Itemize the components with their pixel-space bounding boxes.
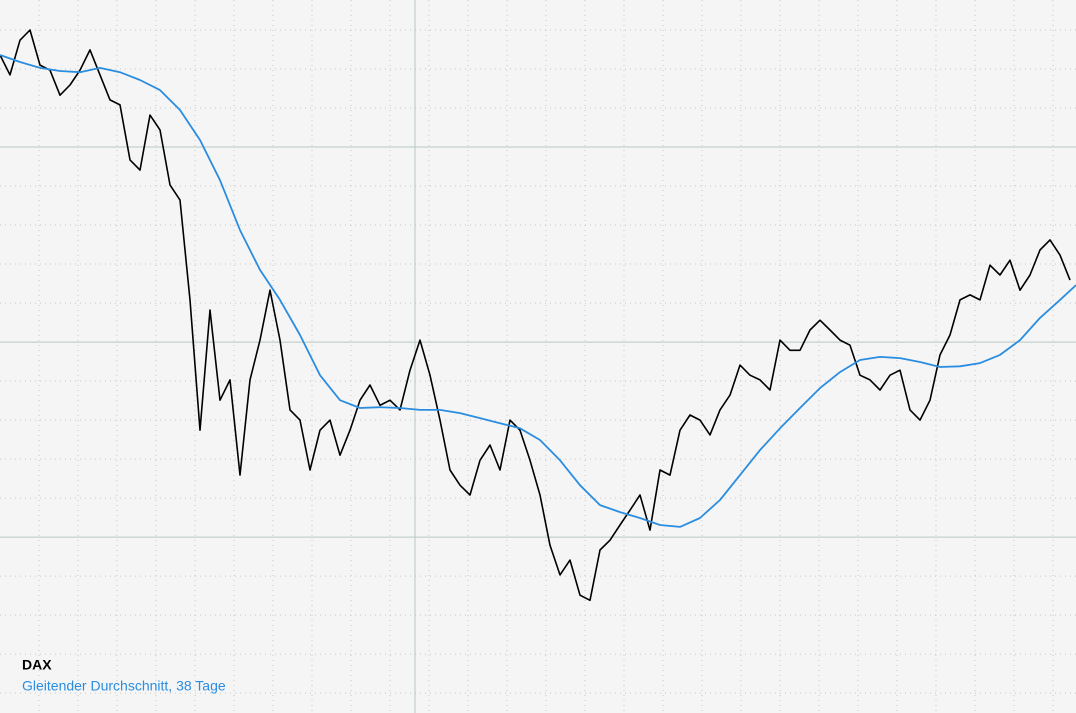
series-line [0, 29, 1071, 602]
legend-entry: Gleitender Durchschnitt, 38 Tage [22, 678, 226, 694]
legend-entry: DAX [22, 657, 52, 673]
series-line [0, 54, 1076, 528]
